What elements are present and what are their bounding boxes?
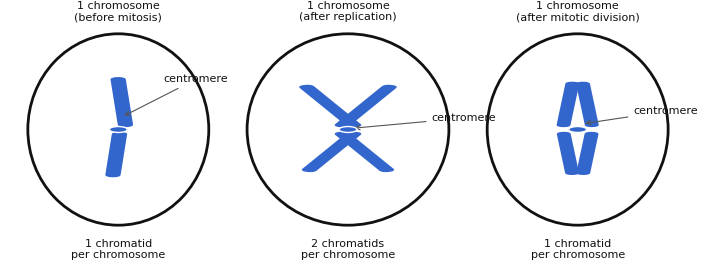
FancyBboxPatch shape bbox=[557, 82, 579, 127]
FancyBboxPatch shape bbox=[557, 132, 579, 175]
FancyBboxPatch shape bbox=[577, 132, 599, 175]
Text: 1 chromosome
(before mitosis): 1 chromosome (before mitosis) bbox=[75, 1, 162, 22]
FancyBboxPatch shape bbox=[105, 132, 127, 177]
FancyBboxPatch shape bbox=[301, 132, 361, 172]
Circle shape bbox=[109, 127, 127, 132]
Text: 1 chromatid
per chromosome: 1 chromatid per chromosome bbox=[71, 239, 166, 260]
Text: 1 chromatid
per chromosome: 1 chromatid per chromosome bbox=[530, 239, 625, 260]
FancyBboxPatch shape bbox=[335, 85, 397, 127]
Circle shape bbox=[339, 127, 357, 132]
Text: centromere: centromere bbox=[587, 106, 698, 125]
Text: centromere: centromere bbox=[356, 113, 496, 130]
Text: centromere: centromere bbox=[125, 74, 228, 115]
FancyBboxPatch shape bbox=[110, 77, 133, 127]
Text: 2 chromatids
per chromosome: 2 chromatids per chromosome bbox=[301, 239, 395, 260]
FancyBboxPatch shape bbox=[299, 85, 361, 127]
Circle shape bbox=[569, 127, 587, 132]
Text: 1 chromosome
(after mitotic division): 1 chromosome (after mitotic division) bbox=[515, 1, 639, 22]
Text: 1 chromosome
(after replication): 1 chromosome (after replication) bbox=[299, 1, 397, 22]
FancyBboxPatch shape bbox=[335, 132, 394, 172]
FancyBboxPatch shape bbox=[576, 82, 599, 127]
